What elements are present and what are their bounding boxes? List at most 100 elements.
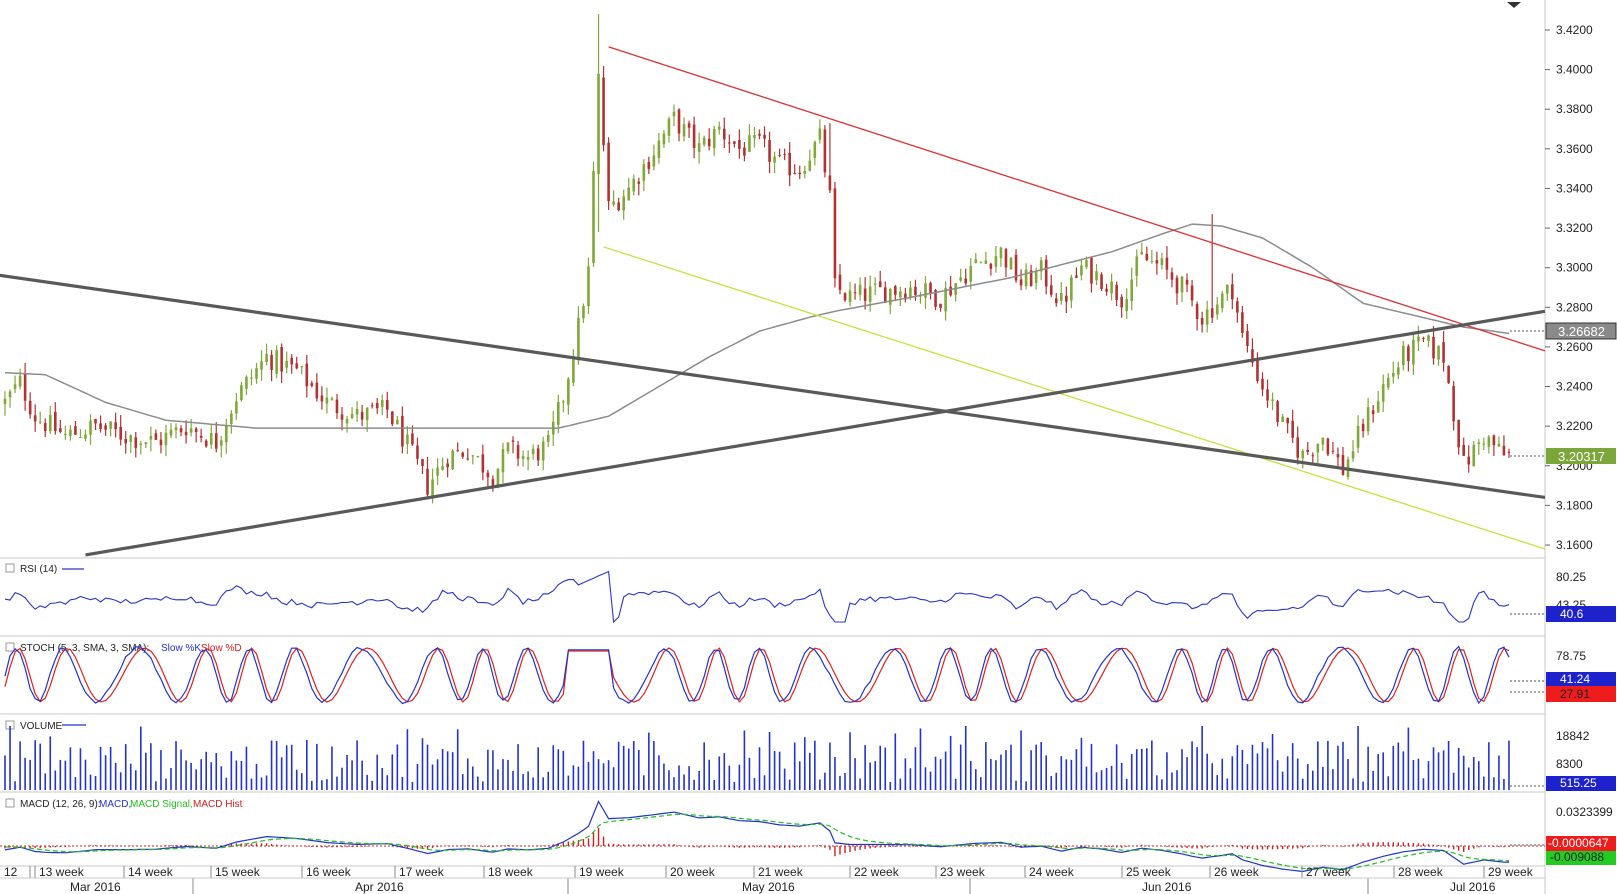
candle-body [1210,308,1214,318]
candle-body [959,277,962,281]
candle-body [13,384,17,389]
candle-body [1095,271,1098,281]
candle-body [310,383,314,386]
candle-body [1039,260,1043,272]
candle-body [873,283,877,285]
candle-body [697,143,701,152]
candle-body [1241,312,1244,333]
sma-last-value: 3.26682 [1558,324,1605,339]
month-label: Jun 2016 [1142,880,1192,894]
candle-body [722,128,726,140]
candle-body [330,398,334,400]
close-icon[interactable] [5,642,15,652]
candle-body [702,137,706,145]
candle-body [94,419,97,424]
candle-body [1185,279,1189,285]
candle-body [934,289,937,307]
candle-body [1472,444,1476,467]
candle-body [139,443,143,445]
candle-body [818,128,822,140]
candle-body [536,448,540,461]
candle-body [677,109,681,134]
candles [3,14,1511,504]
week-label: 27 week [1306,865,1352,879]
candle-body [345,419,349,424]
week-label: 22 week [854,865,900,879]
candle-body [788,152,791,176]
candle-body [48,414,52,432]
candle-body [773,156,776,163]
candle-body [225,425,228,443]
candle-body [64,433,67,436]
candle-body [894,286,897,295]
candle-body [989,263,993,269]
candle-body [808,160,812,171]
stoch-k-label: Slow %K, [161,643,204,654]
candle-body [255,368,258,379]
candle-body [1246,330,1249,346]
close-icon[interactable] [5,563,15,573]
candle-body [230,413,233,424]
candle-body [1251,349,1254,363]
stoch-level: 78.75 [1556,649,1586,663]
candle-body [1356,425,1360,448]
candle-body [74,426,77,435]
candle-body [1190,285,1194,301]
trendline[interactable] [0,273,1546,500]
candle-body [1427,335,1430,341]
stoch-d-box [1546,686,1616,702]
price-tick-label: 3.1800 [1556,498,1593,512]
chevron-down-icon[interactable] [1507,2,1521,8]
candle-body [707,138,711,147]
candle-body [662,133,666,145]
candle-body [793,173,797,175]
trendline[interactable] [85,309,1546,557]
candle-body [1100,274,1103,289]
candle-body [164,432,168,446]
candle-body [748,135,751,152]
candle-body [692,124,696,149]
candle-body [69,429,72,436]
candle-body [687,123,691,128]
candle-body [59,428,62,432]
candle-body [1024,269,1028,287]
candle-body [451,450,454,470]
candle-body [466,458,470,460]
volume-last-box [1546,776,1616,791]
close-icon[interactable] [5,798,15,808]
price-panel [0,14,1546,557]
month-label: Apr 2016 [355,880,404,894]
trendline[interactable] [603,246,1546,550]
candle-body [1009,257,1013,270]
candle-body [682,124,686,137]
candle-body [315,382,319,399]
candle-body [582,305,585,319]
candle-body [1115,284,1118,300]
candle-body [1175,277,1179,294]
candle-body [1075,275,1078,278]
candle-body [240,385,243,401]
week-label: 28 week [1398,865,1444,879]
candle-body [219,440,223,446]
candle-body [1145,253,1149,261]
stoch-d-label: Slow %D [201,643,242,654]
candle-body [1215,304,1219,315]
candle-body [169,429,173,436]
price-tick-label: 3.2200 [1556,419,1593,433]
candle-body [1231,284,1234,300]
candle-body [1366,407,1370,432]
macd-hist-label: MACD Hist [193,799,243,810]
candle-body [174,427,178,431]
candle-body [114,422,117,430]
candle-body [567,378,570,405]
candle-body [129,435,133,442]
trendline[interactable] [608,46,1546,352]
candle-body [446,463,449,468]
candle-body [1281,416,1284,422]
candle-body [199,435,203,438]
candle-body [1085,259,1088,268]
candle-body [43,422,47,431]
candle-body [899,291,902,298]
